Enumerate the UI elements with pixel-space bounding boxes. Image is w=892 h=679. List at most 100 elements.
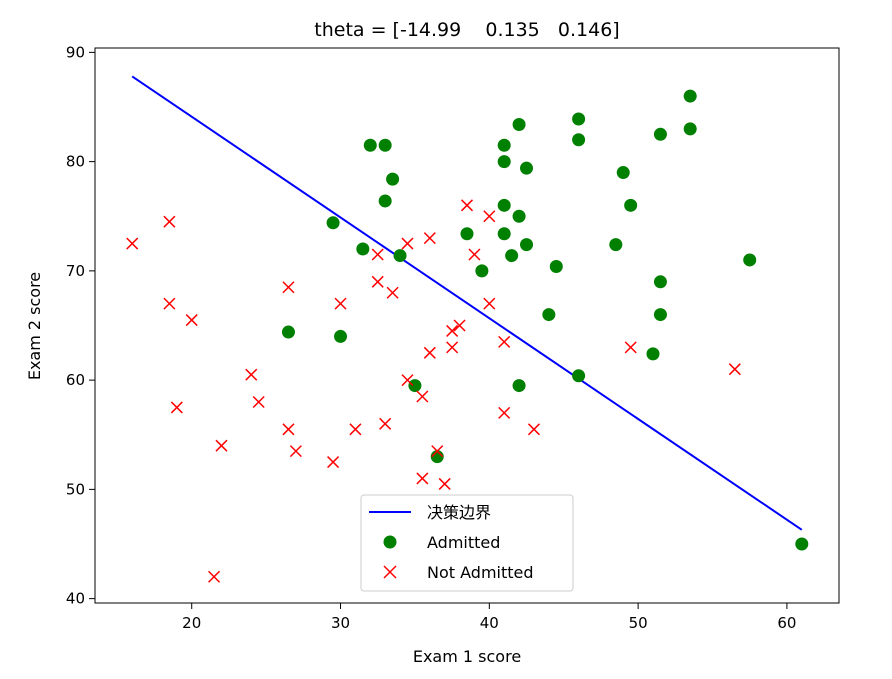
not-admitted-point (282, 281, 295, 294)
legend-box (360, 494, 574, 592)
admitted-point (497, 198, 511, 212)
admitted-point (378, 138, 392, 152)
not-admitted-point (624, 341, 637, 354)
legend-boundary-label: 决策边界 (427, 503, 491, 522)
y-tick-label: 90 (66, 43, 85, 61)
admitted-point (363, 138, 377, 152)
admitted-point (653, 308, 667, 322)
admitted-point (505, 249, 519, 263)
admitted-point (475, 264, 489, 278)
admitted-point (549, 260, 563, 274)
plot-area (126, 75, 809, 583)
admitted-point (281, 325, 295, 339)
admitted-point (512, 379, 526, 393)
not-admitted-point (185, 314, 198, 327)
not-admitted-point (416, 390, 429, 403)
not-admitted-point (289, 445, 302, 458)
y-tick-label: 40 (66, 590, 85, 608)
not-admitted-point (252, 395, 265, 409)
not-admitted-point (728, 363, 741, 376)
admitted-point (572, 369, 586, 383)
not-admitted-point (215, 439, 228, 452)
not-admitted-point (468, 248, 481, 261)
admitted-point (497, 138, 511, 152)
admitted-point (795, 537, 809, 551)
admitted-point (616, 166, 630, 180)
not-admitted-point (334, 297, 347, 310)
admitted-point (460, 227, 474, 241)
admitted-point (497, 155, 511, 169)
not-admitted-point (349, 423, 362, 436)
not-admitted-point (460, 199, 474, 212)
x-tick-label: 50 (629, 614, 648, 632)
admitted-point (520, 161, 534, 175)
not-admitted-point (170, 401, 183, 414)
not-admitted-point (446, 341, 459, 354)
legend-not-admitted-label: Not Admitted (427, 563, 534, 582)
not-admitted-point (386, 286, 399, 299)
decision-boundary-line (131, 75, 803, 531)
legend-not-admitted-swatch (383, 565, 397, 579)
admitted-point (572, 133, 586, 147)
not-admitted-point (379, 417, 392, 430)
not-admitted-point (208, 570, 221, 583)
not-admitted-point (446, 324, 459, 337)
admitted-point (683, 89, 697, 103)
y-tick-label: 80 (66, 153, 85, 171)
chart-title: theta = [-14.99 0.135 0.146] (314, 19, 619, 41)
admitted-point (356, 242, 370, 256)
admitted-point (386, 172, 400, 186)
not-admitted-point (282, 423, 295, 436)
admitted-point (572, 112, 586, 126)
legend-admitted-swatch (383, 535, 397, 549)
not-admitted-point (327, 456, 340, 469)
not-admitted-point (431, 445, 444, 458)
not-admitted-point (371, 248, 384, 261)
not-admitted-point (163, 215, 176, 228)
not-admitted-point (423, 346, 436, 359)
y-tick-label: 50 (66, 480, 85, 498)
admitted-point (393, 249, 407, 263)
not-admitted-point (371, 275, 384, 288)
admitted-point (542, 308, 556, 322)
legend: 决策边界 Admitted Not Admitted (360, 494, 574, 592)
admitted-point (378, 194, 392, 208)
y-axis-label: Exam 2 score (25, 272, 44, 380)
x-axis-label: Exam 1 score (413, 647, 521, 666)
admitted-point (497, 227, 511, 241)
not-admitted-point (423, 232, 436, 245)
not-admitted-point (401, 374, 414, 387)
x-tick-label: 20 (182, 614, 201, 632)
admitted-point (512, 209, 526, 223)
admitted-point (653, 275, 667, 289)
admitted-point (334, 329, 348, 343)
admitted-point (520, 238, 534, 252)
not-admitted-point (163, 297, 176, 310)
not-admitted-point (126, 237, 139, 250)
admitted-point (512, 117, 526, 131)
admitted-point (408, 379, 422, 393)
not-admitted-point (401, 237, 414, 250)
admitted-point (624, 198, 638, 212)
not-admitted-point (416, 472, 429, 485)
admitted-point (646, 347, 660, 361)
y-tick-label: 70 (66, 262, 85, 280)
not-admitted-point (245, 368, 258, 381)
not-admitted-point (527, 423, 540, 436)
not-admitted-point (438, 477, 451, 490)
x-tick-label: 30 (331, 614, 350, 632)
admitted-point (609, 238, 623, 252)
admitted-point (653, 127, 667, 141)
not-admitted-point (498, 335, 511, 348)
axes-frame (94, 47, 840, 604)
legend-admitted-label: Admitted (427, 533, 500, 552)
admitted-point (326, 216, 340, 230)
y-tick-label: 60 (66, 371, 85, 389)
admitted-point (683, 122, 697, 136)
not-admitted-point (453, 319, 466, 332)
x-tick-label: 40 (480, 614, 499, 632)
not-admitted-point (483, 210, 496, 223)
admitted-point (743, 253, 757, 267)
not-admitted-point (483, 297, 496, 310)
